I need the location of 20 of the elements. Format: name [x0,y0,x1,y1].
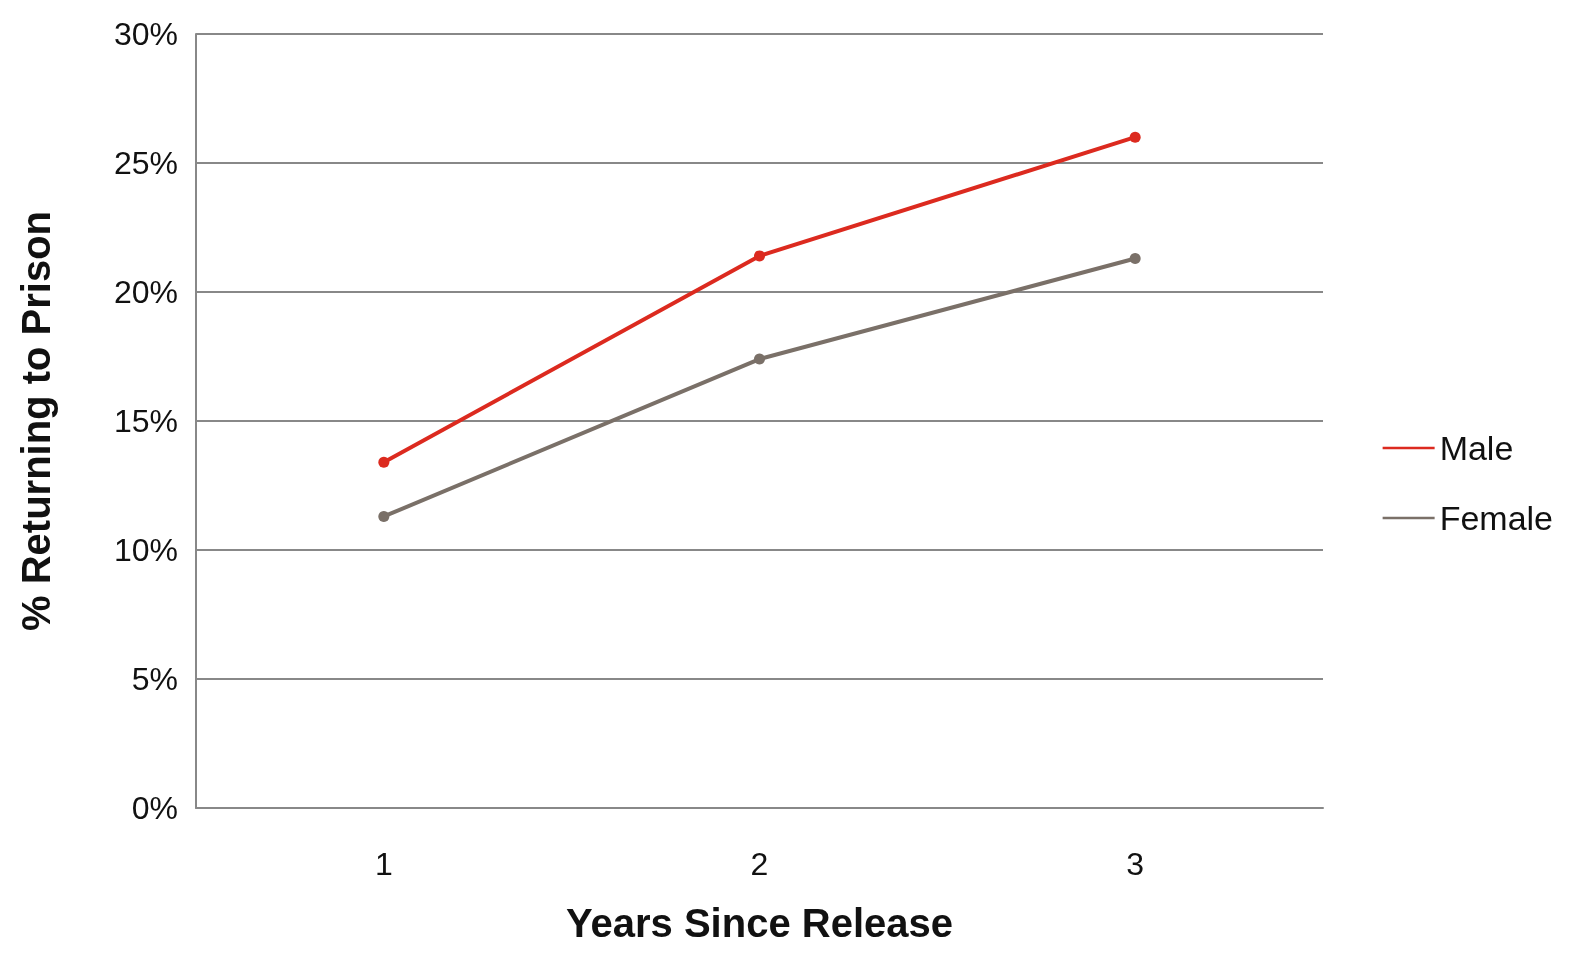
x-tick-label: 2 [750,846,769,882]
point [378,510,390,522]
point [1129,252,1141,264]
legend-label: Female [1439,499,1553,537]
x-tick-label: 1 [374,846,393,882]
y-tick-label: 15% [113,403,178,439]
y-tick-label: 0% [131,790,178,826]
y-tick-label: 10% [113,532,178,568]
point [1129,131,1141,143]
y-tick-label: 30% [113,16,178,52]
point [754,250,765,262]
y-tick-label: 25% [113,145,178,181]
point [378,456,390,468]
y-axis-title: % Returning to Prison [14,211,58,631]
y-tick-label: 20% [113,274,178,310]
x-tick-label: 3 [1126,846,1145,882]
point [754,353,765,365]
x-axis-title: Years Since Release [566,901,953,945]
legend-label: Male [1439,429,1514,467]
y-tick-label: 5% [131,661,178,697]
